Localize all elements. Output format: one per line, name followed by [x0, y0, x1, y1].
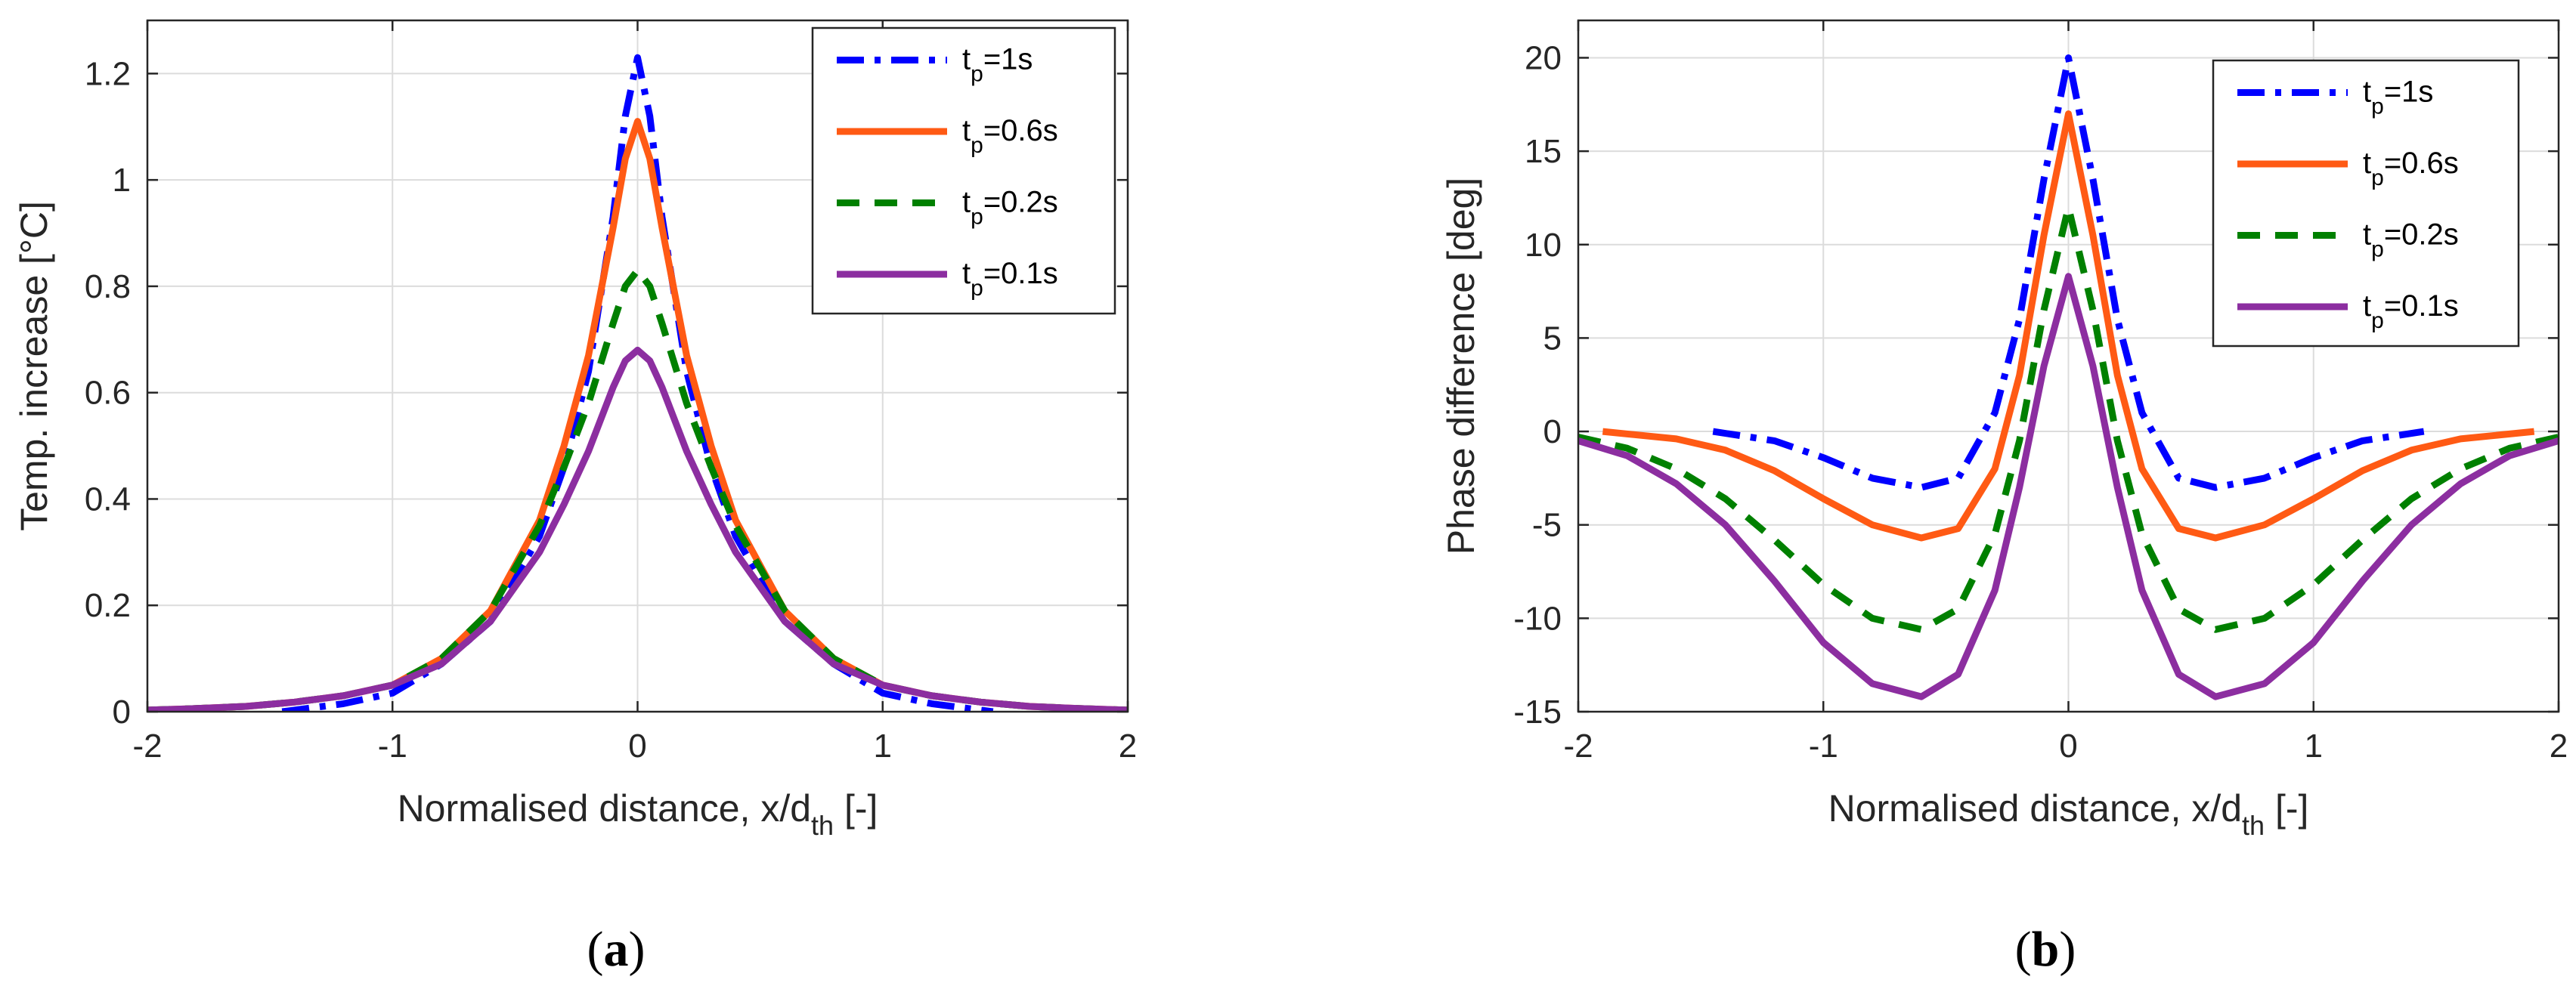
legend-box [2212, 59, 2520, 348]
x-tick-label: 1 [874, 728, 892, 765]
series-line-0-1s [147, 346, 1128, 712]
x-axis-label-main: Normalised distance, x/d [398, 787, 811, 830]
legend-label-tail: =0.6s [2384, 147, 2459, 180]
legend-label: tp=0.1s [962, 257, 1058, 301]
y-tick-label: 5 [1543, 320, 1562, 357]
legend-label: tp=1s [962, 43, 1033, 87]
x-axis-label-tail: [-] [834, 787, 878, 830]
legend-label-main: t [962, 114, 971, 147]
legend-label: tp=0.6s [962, 114, 1058, 158]
legend-label-tail: =0.1s [983, 257, 1058, 290]
y-tick-label: 10 [1525, 227, 1562, 264]
x-axis-label-main: Normalised distance, x/d [1828, 787, 2242, 830]
legend-label: tp=1s [2363, 76, 2433, 119]
y-tick-label: 0.2 [85, 587, 131, 624]
y-tick-label: 0 [1543, 413, 1562, 450]
legend-label-sub: p [2371, 308, 2384, 333]
y-tick-label: 15 [1525, 133, 1562, 170]
y-tick-label: 0.8 [85, 268, 131, 305]
panel-a-chart: -2 -1 0 1 2 0 0.2 0.4 0.6 0.8 1 1.2 Normalised dista… [13, 19, 1137, 841]
y-tick-label: -5 [1532, 507, 1562, 544]
y-tick-label: 0.4 [85, 481, 131, 518]
x-tick-label: 0 [628, 728, 646, 765]
legend-label-sub: p [971, 133, 983, 158]
y-tick-label: -10 [1513, 600, 1562, 637]
legend-label-sub: p [971, 276, 983, 301]
legend-label-sub: p [2371, 94, 2384, 119]
panel-b-label: (b) [2015, 922, 2076, 977]
x-tick-label: -2 [1563, 728, 1593, 765]
legend-label-sub: p [2371, 165, 2384, 190]
legend-box [811, 26, 1116, 315]
series-line-1s [1712, 54, 2425, 491]
x-tick-label: -1 [1809, 728, 1838, 765]
x-axis-label-tail: [-] [2265, 787, 2308, 830]
y-tick-label: 1 [113, 162, 131, 199]
x-axis-label-sub: th [811, 810, 834, 841]
legend-label: tp=0.6s [2363, 147, 2459, 190]
legend-label-sub: p [2371, 237, 2384, 262]
legend-label-main: t [2363, 147, 2371, 180]
y-tick-label: -15 [1513, 694, 1562, 731]
y-axis-label: Phase difference [deg] [1440, 178, 1482, 555]
x-axis-label-sub: th [2242, 810, 2265, 841]
y-tick-label: 1.2 [85, 55, 131, 92]
panel-a-label: (a) [587, 922, 646, 977]
x-tick-label: 0 [2059, 728, 2077, 765]
series-line-0-1s [1578, 273, 2559, 700]
x-tick-label: 2 [2550, 728, 2568, 765]
x-tick-label: 1 [2305, 728, 2323, 765]
legend-label-tail: =0.2s [983, 186, 1058, 219]
legend-label-main: t [2363, 76, 2371, 109]
legend-label: tp=0.2s [962, 186, 1058, 230]
legend-label-tail: =0.1s [2384, 289, 2459, 323]
legend-label-tail: =1s [2384, 76, 2434, 109]
y-axis-label: Temp. increase [°C] [13, 201, 55, 531]
y-tick-label: 0 [113, 694, 131, 731]
series-line-0-6s [1602, 110, 2535, 542]
legend-label-main: t [962, 43, 971, 76]
legend-label-sub: p [971, 62, 983, 87]
legend-label-main: t [2363, 218, 2371, 252]
legend-label-sub: p [971, 205, 983, 230]
legend-label: tp=0.2s [2363, 218, 2459, 262]
y-tick-label: 20 [1525, 39, 1562, 76]
x-axis-label: Normalised distance, x/dth [-] [398, 787, 878, 841]
x-axis-label: Normalised distance, x/dth [-] [1828, 787, 2309, 841]
x-tick-label: -1 [378, 728, 407, 765]
legend-label-tail: =1s [983, 43, 1033, 76]
x-tick-label: -2 [132, 728, 162, 765]
legend-label-tail: =0.6s [983, 114, 1058, 147]
legend-label-tail: =0.2s [2384, 218, 2459, 252]
legend-label: tp=0.1s [2363, 289, 2459, 333]
y-tick-label: 0.6 [85, 375, 131, 412]
legend-label-main: t [962, 257, 971, 290]
legend-label-main: t [962, 186, 971, 219]
legend-label-main: t [2363, 289, 2371, 323]
x-tick-label: 2 [1119, 728, 1137, 765]
